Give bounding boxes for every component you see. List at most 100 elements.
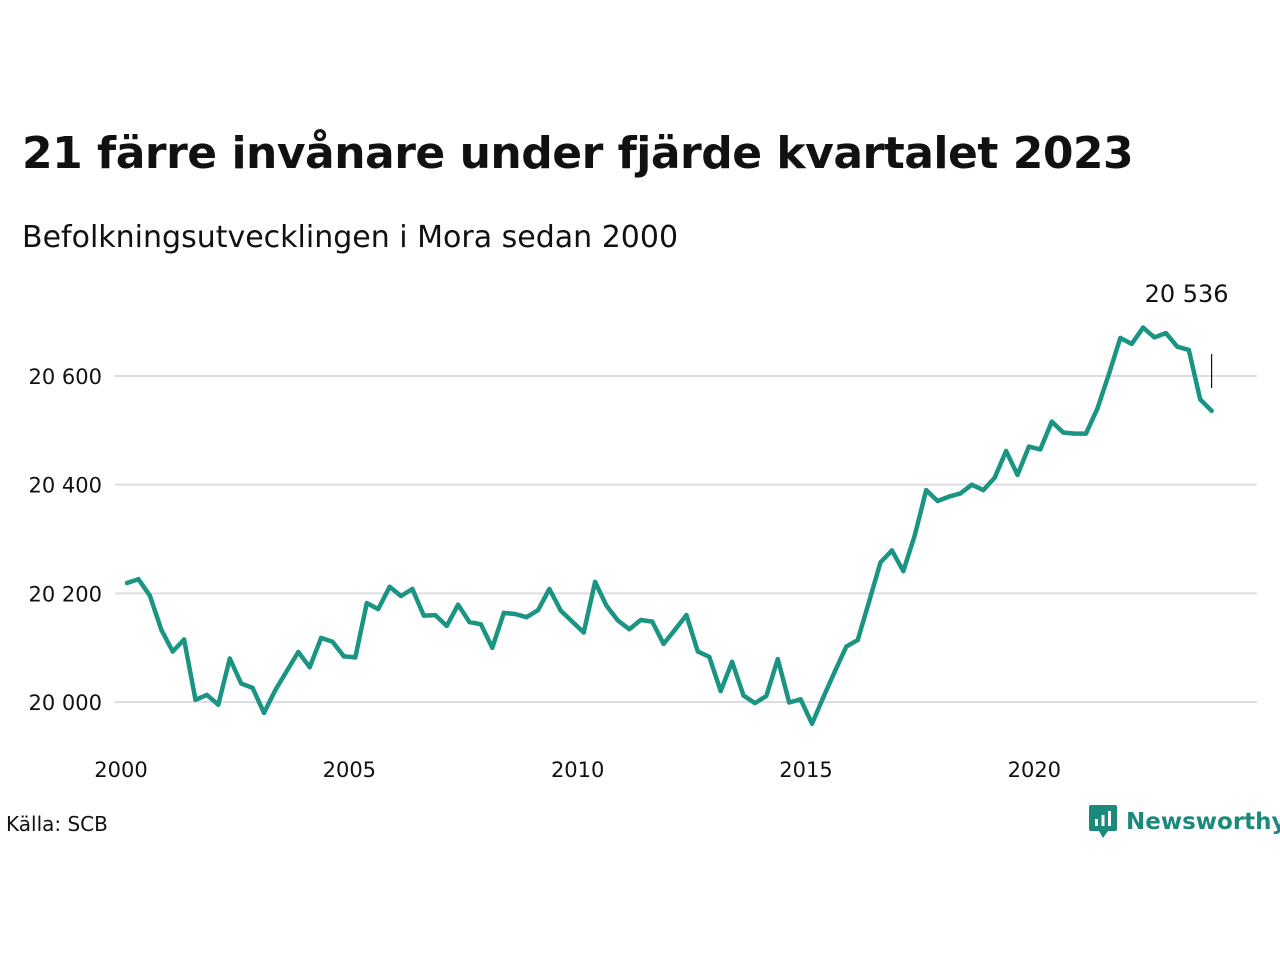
y-tick-label: 20 400 [29,474,102,498]
data-point [296,649,301,655]
data-point [592,579,598,585]
data-point [764,693,769,699]
x-tick-label: 2015 [779,758,832,782]
population-line [124,325,1214,726]
data-point [147,593,152,598]
data-point [1175,344,1180,349]
data-point [878,560,883,565]
data-point [444,623,449,629]
data-point [889,548,895,553]
data-point [627,627,632,632]
data-point [387,584,392,589]
data-point [855,637,860,643]
data-point [181,637,187,642]
data-point [307,665,312,670]
data-point [1072,431,1077,436]
data-point [318,635,324,641]
data-point [798,697,803,702]
gridlines [115,375,1257,703]
data-point [261,710,267,716]
data-point [946,494,952,499]
x-axis-ticks: 2000 2005 2010 2015 2020 [94,758,1061,782]
data-point [330,639,335,644]
data-point [124,580,130,586]
annotation-layer: 20 536 [1145,280,1229,388]
data-point [821,694,826,700]
data-point [501,610,506,616]
data-point [136,577,141,582]
data-point [661,641,666,647]
data-point [707,654,712,660]
data-point [478,622,484,627]
data-point [364,600,369,606]
data-point [1140,325,1146,330]
data-point [695,649,700,654]
data-point [729,659,735,664]
series-layer [124,325,1214,726]
data-point [1026,444,1032,449]
data-point [467,619,472,625]
data-point [204,692,210,698]
data-point [1038,447,1043,452]
data-point [969,482,974,487]
data-point [1209,408,1214,413]
x-tick-label: 2000 [94,758,147,782]
data-point [1106,372,1112,377]
end-value-label: 20 536 [1145,280,1229,308]
brand-name: Newsworthy [1126,809,1280,835]
data-point [581,630,586,635]
data-point [1061,430,1066,435]
data-point [216,702,221,707]
data-point [341,654,347,659]
data-point [741,693,746,698]
data-point [524,615,529,620]
y-axis-ticks: 20 000 20 200 20 400 20 600 [29,365,102,715]
data-point [718,688,723,694]
data-point [570,619,575,624]
data-point [1186,347,1192,353]
data-point [787,700,792,705]
data-point [1095,406,1100,411]
data-point [421,613,426,618]
data-point [490,645,495,650]
data-point [170,649,175,654]
x-tick-label: 2010 [551,758,604,782]
data-point [615,618,621,623]
data-point [650,619,655,624]
source-label: Källa: SCB [6,812,108,836]
data-point [1198,397,1203,402]
data-point [513,611,518,617]
data-point [992,475,997,480]
data-point [558,608,563,613]
data-point [1163,330,1169,336]
x-tick-label: 2020 [1008,758,1061,782]
chart-subtitle: Befolkningsutvecklingen i Mora sedan 200… [22,220,679,255]
data-point [604,603,609,608]
data-point [433,612,438,618]
data-point [981,487,986,493]
x-tick-label: 2005 [323,758,376,782]
data-point [353,655,358,660]
data-point [239,681,244,686]
y-tick-label: 20 600 [29,365,102,389]
newsworthy-logo-icon [1089,805,1117,838]
data-point [376,606,381,612]
data-point [410,586,415,592]
data-point [250,685,255,691]
data-point [638,617,643,623]
data-point [1015,472,1020,478]
data-point [1049,419,1055,424]
data-point [227,656,232,661]
data-point [1152,335,1157,340]
data-point [672,627,678,632]
data-point [752,700,758,706]
data-point [866,599,872,604]
data-point [1003,448,1009,454]
data-point [684,612,689,618]
data-point [547,586,552,592]
brand-logo: Newsworthy [1088,804,1280,840]
data-point [844,644,849,649]
data-point [832,669,837,674]
data-point [809,721,815,726]
